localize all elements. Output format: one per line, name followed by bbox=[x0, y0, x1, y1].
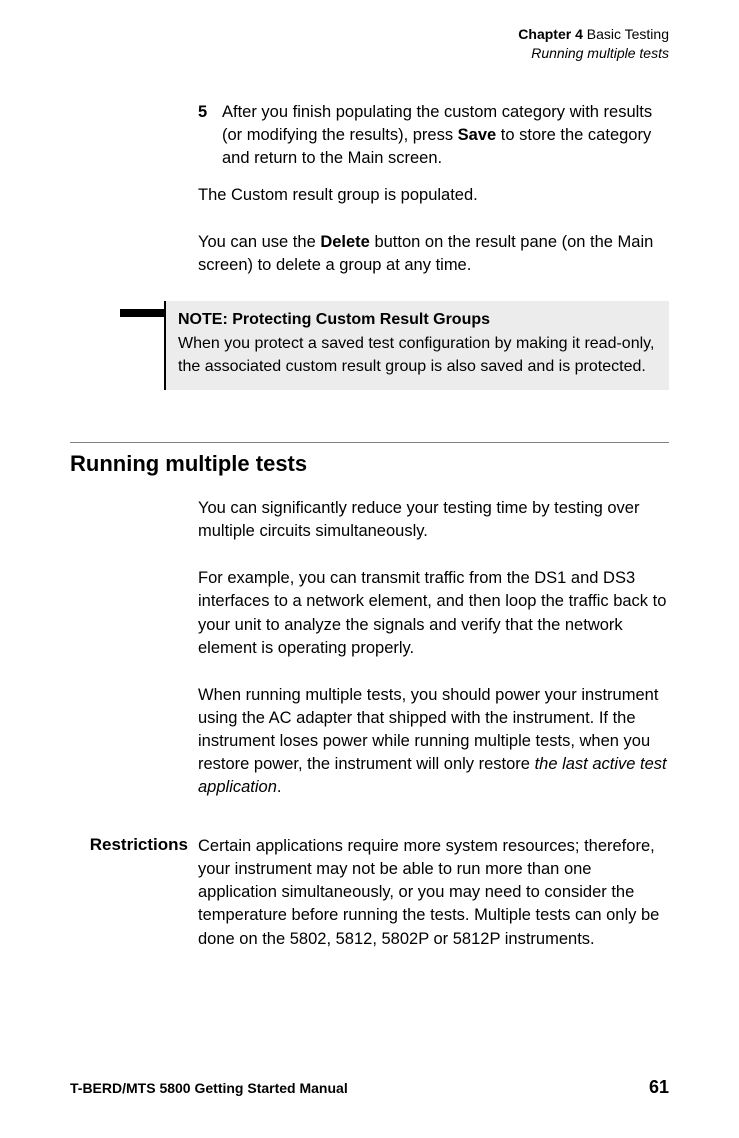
section-heading: Running multiple tests bbox=[70, 451, 669, 477]
header-section-title: Running multiple tests bbox=[70, 44, 669, 63]
restrictions-section: Restrictions Certain applications requir… bbox=[198, 835, 669, 950]
restrictions-body: Certain applications require more system… bbox=[198, 835, 669, 950]
page-header: Chapter 4 Basic Testing Running multiple… bbox=[70, 25, 669, 63]
note-bar-icon bbox=[120, 309, 164, 317]
page-footer: T-BERD/MTS 5800 Getting Started Manual 6… bbox=[70, 1077, 669, 1098]
note-title: NOTE: Protecting Custom Result Groups bbox=[178, 311, 657, 329]
section-para-2: For example, you can transmit traffic fr… bbox=[198, 567, 669, 659]
section-para-3-after: . bbox=[277, 778, 282, 796]
note-box: NOTE: Protecting Custom Result Groups Wh… bbox=[164, 301, 669, 390]
para-delete-before: You can use the bbox=[198, 233, 320, 251]
para-populated: The Custom result group is populated. bbox=[198, 184, 669, 207]
section-para-3: When running multiple tests, you should … bbox=[198, 684, 669, 799]
step-text: After you finish populating the custom c… bbox=[222, 101, 669, 170]
page: Chapter 4 Basic Testing Running multiple… bbox=[0, 0, 739, 1138]
chapter-title: Basic Testing bbox=[583, 26, 669, 42]
section-divider: Running multiple tests bbox=[70, 442, 669, 477]
step-text-bold: Save bbox=[458, 126, 497, 144]
section-para-1: You can significantly reduce your testin… bbox=[198, 497, 669, 543]
body-area: 5 After you finish populating the custom… bbox=[198, 101, 669, 951]
para-delete-bold: Delete bbox=[320, 233, 370, 251]
chapter-line: Chapter 4 Basic Testing bbox=[70, 25, 669, 44]
step-number: 5 bbox=[198, 101, 222, 170]
chapter-label: Chapter 4 bbox=[518, 26, 583, 42]
restrictions-label: Restrictions bbox=[70, 835, 188, 855]
note-body: When you protect a saved test configurat… bbox=[178, 333, 657, 378]
footer-page-number: 61 bbox=[649, 1077, 669, 1098]
para-delete: You can use the Delete button on the res… bbox=[198, 231, 669, 277]
footer-manual-title: T-BERD/MTS 5800 Getting Started Manual bbox=[70, 1080, 348, 1096]
step-5: 5 After you finish populating the custom… bbox=[198, 101, 669, 170]
note-block: NOTE: Protecting Custom Result Groups Wh… bbox=[164, 301, 669, 390]
